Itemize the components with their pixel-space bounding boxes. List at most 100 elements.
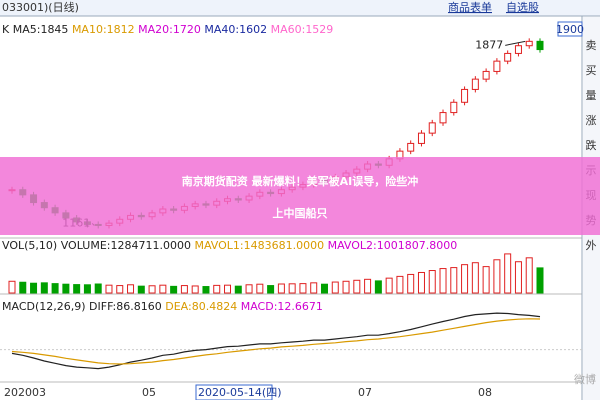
volume-bar [180,285,188,294]
legend-item: MA40:1602 [204,23,267,36]
volume-bar [202,286,210,294]
candle [493,60,501,72]
volume-bar [94,283,102,294]
legend-item: DEA:80.4824 [165,300,237,313]
volume-bar [320,283,328,294]
volume-bar [51,283,59,294]
legend-prefix: VOL(5,10) [2,239,57,252]
volume-bar [439,268,447,294]
volume-bar [450,267,458,294]
legend: VOL(5,10) VOLUME:1284711.0000 MAVOL1:148… [2,239,457,252]
legend-item: MA5:1845 [13,23,69,36]
volume-bar [396,275,404,294]
price-box [557,21,583,37]
volume-bar [267,285,275,294]
sidebar-item[interactable]: 跌 [586,138,597,152]
volume-bar [170,285,178,294]
x-axis-label: 05 [142,386,156,399]
sidebar-item[interactable]: 卖 [586,39,597,52]
sidebar-item[interactable]: 涨 [586,114,597,127]
candle [482,70,490,80]
volume-bar [342,280,350,294]
volume-bar [299,283,307,294]
sidebar-item[interactable]: 量 [586,89,597,102]
legend-item: VOLUME:1284711.0000 [61,239,191,252]
sidebar-item[interactable]: 外 [586,239,597,252]
legend-prefix: K [2,23,10,36]
volume-bar [353,279,361,294]
volume-bar [191,285,199,294]
annotation-arrow [505,40,526,46]
banner-text: 南京期货配资 最新爆料！美军被AI误导，险些冲 [182,174,418,188]
price-annotation: 1877 [475,38,503,51]
volume-bar [310,282,318,294]
volume-bar [288,283,296,294]
code-label: 033001)(日线) [2,0,79,14]
legend-item: MAVOL1:1483681.0000 [194,239,324,252]
volume-bar [514,261,522,294]
volume-bar [245,284,253,294]
macd-dea-line [11,318,541,365]
date-highlight [195,384,273,400]
price-box-value: 1900 [556,23,584,36]
candle [461,88,469,103]
legend-item: MACD:12.6671 [241,300,323,313]
sidebar-item[interactable]: 买 [586,64,597,77]
candle [428,122,436,134]
volume-bar [40,282,48,294]
volume-bar [30,282,38,294]
volume-bar [277,283,285,294]
banner-text: 上中国船只 [273,206,328,220]
volume-bar [525,257,533,294]
watermark: 微博 [574,372,596,386]
volume-bar [234,285,242,294]
volume-bar [8,280,16,294]
candle [514,45,522,54]
x-axis-label: 202003 [4,386,46,399]
legend-item: DIFF:86.8160 [89,300,162,313]
volume-bar [73,284,81,294]
volume-bar [504,253,512,294]
volume-bar [83,284,91,294]
volume-bar [364,278,372,294]
top-bar [0,0,600,16]
candle [407,142,415,152]
x-axis-label: 08 [478,386,492,399]
volume-bar [471,262,479,294]
volume-bar [213,284,221,294]
volume-bar [127,284,135,294]
volume-bar [62,283,70,294]
volume-bar [105,284,113,294]
legend-prefix: MACD(12,26,9) [2,300,86,313]
header-link[interactable]: 商品表单 [448,0,492,14]
banner [0,157,600,235]
candle [471,78,479,90]
volume-bar [407,273,415,294]
volume-bar [116,285,124,294]
volume-bar [482,266,490,294]
volume-bar [385,277,393,294]
volume-bar [256,283,264,294]
candle [450,101,458,114]
volume-bar [428,270,436,294]
header-link[interactable]: 自选股 [506,1,539,14]
volume-bar [536,267,544,294]
volume-bar [224,284,232,294]
legend: K MA5:1845 MA10:1812 MA20:1720 MA40:1602… [2,23,333,36]
legend-item: MA60:1529 [271,23,334,36]
volume-bar [137,285,145,294]
candle [439,112,447,124]
candle [525,40,533,47]
volume-bar [19,281,27,294]
volume-bar [148,285,156,294]
macd-diff-line [11,312,541,370]
volume-bar [417,271,425,294]
volume-bar [493,259,501,294]
legend-item: MA10:1812 [72,23,135,36]
volume-bar [461,264,469,294]
x-axis-label: 07 [358,386,372,399]
x-axis-label: 2020-05-14(四) [198,386,282,399]
legend-item: MA20:1720 [138,23,201,36]
volume-bar [159,284,167,294]
